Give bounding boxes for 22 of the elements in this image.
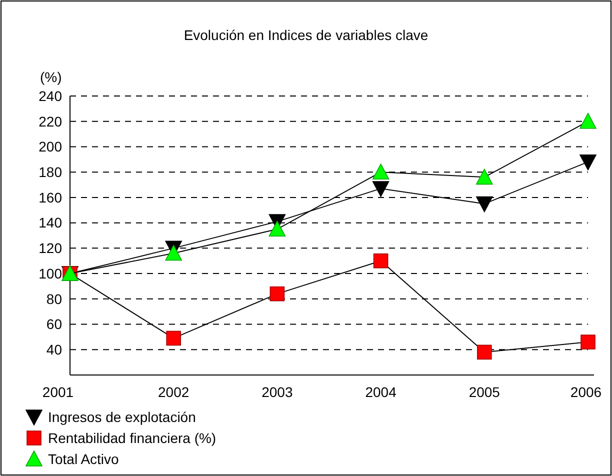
- legend-label: Total Activo: [48, 450, 120, 467]
- x-tick-label: 2002: [158, 384, 190, 400]
- y-tick-label: 140: [38, 214, 62, 231]
- x-tick-label: 2005: [468, 384, 500, 400]
- y-axis-title: (%): [40, 69, 62, 85]
- x-tick-label: 2004: [365, 384, 397, 400]
- legend-label: Rentabilidad financiera (%): [48, 430, 216, 446]
- y-tick-label: 100: [38, 265, 62, 282]
- x-tick-label: 2003: [262, 384, 293, 400]
- chart-title: Evolución en Indices de variables clave: [184, 27, 428, 43]
- x-tick-label: 2001: [42, 384, 74, 400]
- y-tick-label: 40: [46, 342, 62, 358]
- y-tick-label: 60: [46, 316, 62, 332]
- y-tick-label: 160: [38, 189, 62, 206]
- legend-label: Ingresos de explotación: [48, 408, 196, 425]
- y-tick-label: 240: [38, 88, 62, 104]
- y-tick-label: 180: [38, 164, 62, 180]
- y-tick-label: 220: [38, 113, 62, 130]
- y-tick-label: 120: [38, 240, 62, 256]
- x-tick-label: 2006: [570, 384, 602, 400]
- y-tick-label: 80: [46, 290, 62, 307]
- y-tick-label: 200: [38, 138, 62, 155]
